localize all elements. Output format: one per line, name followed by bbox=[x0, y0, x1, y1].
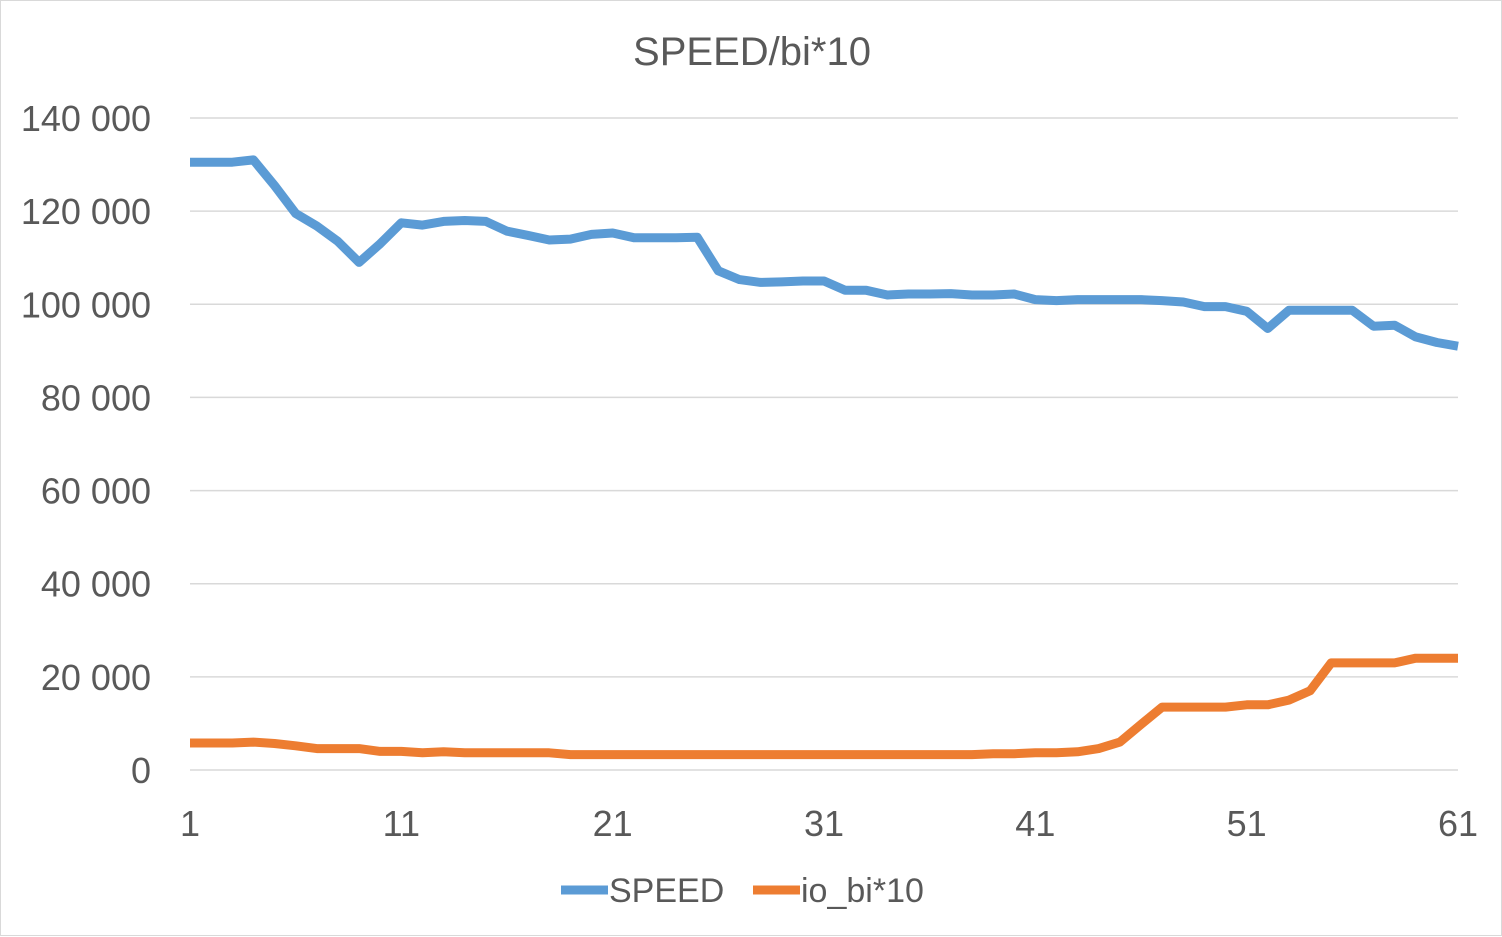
x-tick-label: 11 bbox=[383, 803, 420, 844]
y-tick-label: 0 bbox=[131, 750, 151, 791]
chart-title: SPEED/bi*10 bbox=[633, 30, 871, 74]
y-tick-label: 20 000 bbox=[41, 657, 151, 698]
series-lines bbox=[190, 155, 1459, 760]
y-tick-label: 140 000 bbox=[21, 98, 151, 139]
x-tick-label: 41 bbox=[1015, 803, 1055, 844]
gridlines bbox=[190, 117, 1458, 771]
legend: SPEED io_bi*10 bbox=[561, 872, 924, 910]
x-tick-label: 51 bbox=[1227, 803, 1267, 844]
legend-label: SPEED bbox=[609, 872, 724, 910]
y-axis-tick-labels: 0 20 000 40 000 60 000 80 000 100 000 120 000 1… bbox=[21, 98, 151, 791]
y-tick-label: 40 000 bbox=[41, 564, 151, 605]
y-tick-label: 120 000 bbox=[21, 191, 151, 232]
x-axis-tick-labels: 1 11 21 31 41 51 61 bbox=[180, 803, 1478, 844]
x-tick-label: 21 bbox=[593, 803, 633, 844]
x-tick-label: 61 bbox=[1438, 803, 1478, 844]
series-line-io-bi-10 bbox=[190, 653, 1458, 760]
y-tick-label: 80 000 bbox=[41, 377, 151, 418]
y-tick-label: 60 000 bbox=[41, 471, 151, 512]
series-line-speed bbox=[190, 155, 1459, 351]
legend-label: io_bi*10 bbox=[801, 872, 924, 910]
legend-item: io_bi*10 bbox=[753, 872, 924, 910]
y-tick-label: 100 000 bbox=[21, 284, 151, 325]
legend-item: SPEED bbox=[561, 872, 724, 910]
x-tick-label: 31 bbox=[804, 803, 844, 844]
x-tick-label: 1 bbox=[180, 803, 200, 844]
